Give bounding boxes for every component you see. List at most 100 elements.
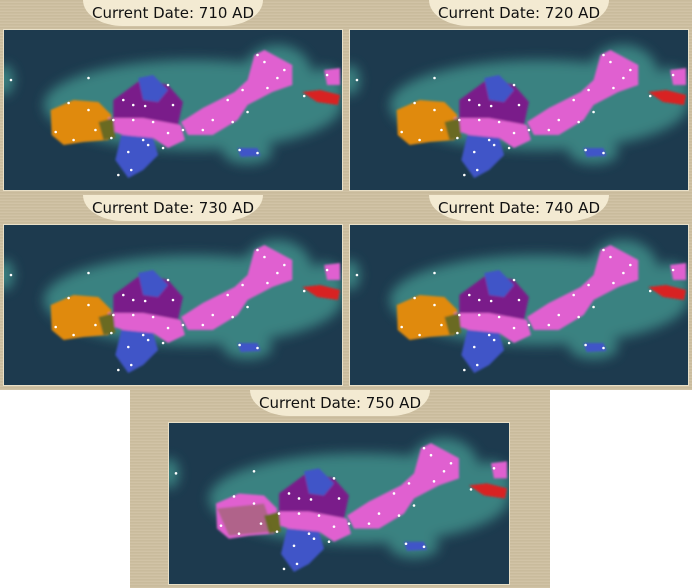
city-marker [241, 283, 244, 287]
city-marker [141, 138, 145, 142]
city-marker [297, 497, 301, 500]
island-territory [583, 343, 607, 352]
city-marker [277, 512, 281, 515]
city-marker [527, 323, 531, 327]
city-marker [131, 298, 135, 302]
city-marker [337, 497, 341, 500]
city-marker [458, 313, 461, 317]
city-marker [475, 168, 479, 172]
pink-strip-territory [526, 245, 639, 330]
blue-north-territory [484, 270, 515, 297]
city-marker [237, 532, 241, 535]
city-marker [433, 76, 436, 80]
city-marker [219, 524, 223, 527]
city-marker [282, 567, 286, 571]
city-marker [572, 98, 575, 102]
blue-south-territory [461, 330, 505, 373]
city-marker [295, 562, 299, 566]
city-marker [151, 120, 155, 124]
city-marker [141, 333, 145, 337]
city-marker [256, 346, 259, 350]
city-marker [622, 76, 625, 80]
city-marker [517, 103, 521, 107]
city-marker [174, 472, 178, 475]
timeline-panel-730: Current Date: 730 AD [0, 195, 346, 390]
city-marker [283, 68, 286, 72]
city-marker [117, 173, 120, 177]
red-territory [302, 90, 341, 105]
pink-center-territory [108, 313, 185, 343]
pink-center-territory [108, 118, 185, 148]
city-marker [317, 514, 321, 517]
city-marker [87, 303, 90, 307]
timeline-panel-740: Current Date: 740 AD [346, 195, 692, 390]
city-marker [671, 268, 675, 272]
city-marker [629, 263, 632, 267]
city-marker [201, 128, 205, 132]
city-marker [517, 298, 521, 302]
city-marker [302, 94, 306, 98]
city-marker [512, 326, 516, 330]
city-marker [584, 343, 587, 347]
red-territory [648, 285, 687, 300]
timeline-panel-710: Current Date: 710 AD [0, 0, 346, 195]
east-pink-territory [491, 461, 507, 479]
pink-strip-territory [180, 245, 293, 330]
city-marker [307, 532, 311, 535]
city-marker [231, 120, 234, 124]
city-marker [527, 128, 531, 132]
city-marker [413, 101, 416, 105]
city-marker [472, 150, 476, 154]
city-marker [449, 461, 453, 465]
city-marker [246, 110, 249, 114]
city-marker [440, 128, 443, 132]
city-marker [609, 255, 612, 259]
city-marker [266, 281, 269, 285]
blue-south-territory [461, 135, 505, 178]
city-marker [468, 98, 471, 102]
city-marker [477, 298, 481, 302]
city-marker [131, 118, 135, 122]
blue-south-territory [281, 528, 324, 572]
city-marker [143, 299, 147, 303]
city-marker [325, 73, 329, 77]
city-marker [355, 273, 359, 277]
city-marker [433, 108, 436, 112]
city-marker [332, 477, 336, 480]
city-marker [266, 86, 269, 90]
city-marker [312, 537, 316, 541]
red-territory [648, 90, 687, 105]
city-marker [238, 343, 241, 347]
olive-territory [98, 313, 116, 335]
city-marker [463, 173, 466, 177]
city-marker [171, 298, 175, 302]
city-marker [126, 150, 130, 154]
city-marker [327, 540, 331, 544]
city-marker [347, 522, 351, 525]
blue-south-territory [115, 135, 159, 178]
city-marker [648, 289, 652, 293]
city-marker [547, 323, 551, 327]
city-marker [497, 120, 501, 124]
city-marker [592, 305, 595, 309]
city-marker [287, 492, 291, 495]
current-date-label: Current Date: 720 AD [429, 0, 609, 26]
world-map [349, 29, 689, 191]
city-marker [577, 120, 580, 124]
city-marker [477, 103, 481, 107]
city-marker [226, 98, 229, 102]
city-marker [146, 338, 150, 342]
city-marker [122, 293, 125, 297]
city-marker [143, 104, 147, 108]
city-marker [433, 303, 436, 307]
city-marker [492, 466, 496, 470]
city-marker [469, 488, 473, 491]
blue-south-territory [115, 330, 159, 373]
city-marker [475, 363, 479, 367]
city-marker [232, 495, 236, 498]
city-marker [587, 283, 590, 287]
city-marker [231, 315, 234, 319]
city-marker [648, 94, 652, 98]
city-marker [181, 323, 185, 327]
city-marker [507, 146, 511, 150]
